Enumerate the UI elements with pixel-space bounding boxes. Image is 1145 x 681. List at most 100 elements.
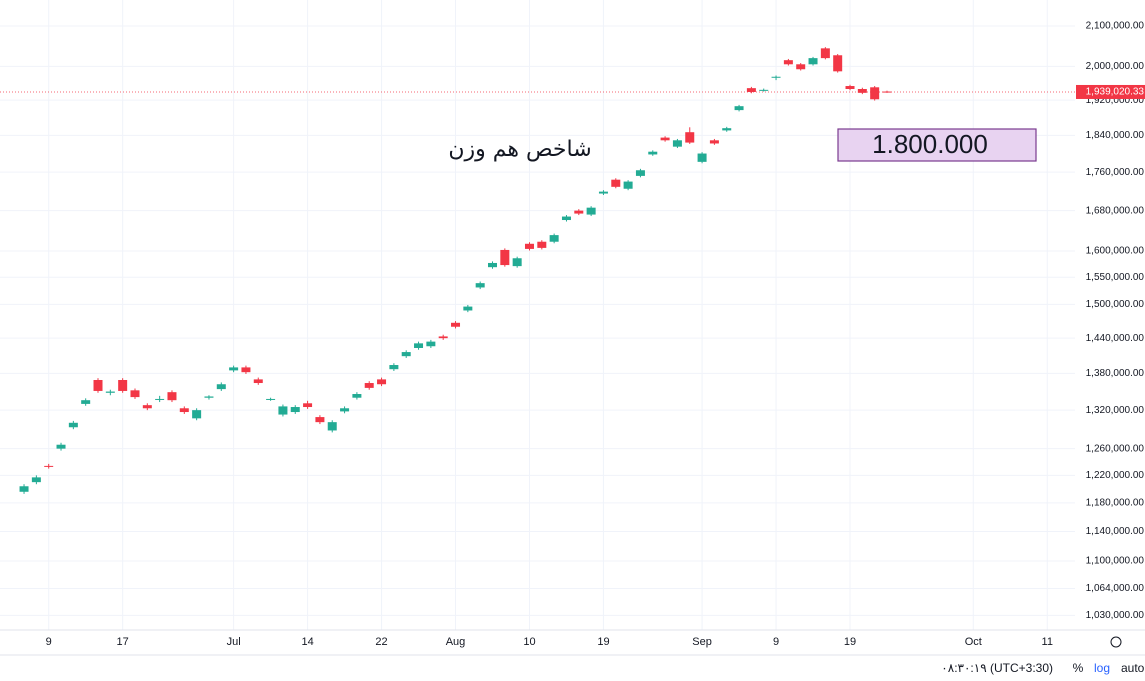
- candle-body: [685, 132, 695, 143]
- candle-body: [808, 58, 818, 65]
- candle-body: [623, 181, 633, 189]
- candle-body: [44, 465, 54, 467]
- candle-body: [438, 336, 448, 339]
- candle-body: [81, 400, 91, 404]
- candle-body: [537, 241, 547, 248]
- y-tick-label: 1,380,000.00: [1086, 368, 1145, 379]
- x-tick-label: 9: [773, 636, 779, 648]
- x-tick-label: Jul: [227, 636, 241, 648]
- candle-body: [820, 48, 830, 59]
- last-price-tag: [1076, 84, 1145, 99]
- x-tick-label: 14: [301, 636, 313, 648]
- candle-body: [352, 394, 362, 398]
- candle-body: [118, 379, 128, 391]
- y-tick-label: 2,100,000.00: [1086, 21, 1145, 32]
- candle-body: [598, 191, 608, 194]
- candle-body: [278, 406, 288, 415]
- candle-body: [426, 341, 436, 347]
- candle-body: [204, 396, 214, 398]
- candle-body: [635, 170, 645, 176]
- x-tick-label: 19: [844, 636, 856, 648]
- candle-body: [611, 179, 621, 187]
- candle-body: [216, 384, 226, 390]
- y-tick-label: 1,920,000.00: [1086, 95, 1145, 106]
- candle-body: [574, 210, 584, 214]
- x-tick-label: Aug: [446, 636, 466, 648]
- candle-body: [722, 128, 732, 131]
- settings-icon[interactable]: [1110, 636, 1122, 648]
- candle-body: [857, 89, 867, 93]
- x-tick-label: 22: [375, 636, 387, 648]
- y-tick-label: 1,064,000.00: [1086, 583, 1145, 594]
- candle-body: [524, 243, 534, 249]
- candle-body: [463, 306, 473, 311]
- candle-body: [475, 283, 485, 288]
- candle-body: [68, 422, 78, 428]
- candle-body: [771, 76, 781, 78]
- candle-body: [179, 408, 189, 413]
- candle-body: [253, 379, 263, 384]
- y-tick-label: 1,220,000.00: [1086, 470, 1145, 481]
- candle-body: [241, 367, 251, 373]
- candle-body: [266, 398, 276, 400]
- candle-body: [56, 444, 66, 449]
- candle-body: [315, 417, 325, 423]
- y-tick-label: 1,140,000.00: [1086, 526, 1145, 537]
- candle-body: [290, 407, 300, 413]
- annotation-value: 1.800.000: [872, 129, 988, 159]
- x-tick-label: Oct: [965, 636, 982, 648]
- candle-body: [500, 249, 510, 266]
- percent-toggle[interactable]: %: [1073, 661, 1084, 675]
- candle-body: [401, 352, 411, 357]
- candle-body: [303, 403, 313, 408]
- y-tick-label: 1,550,000.00: [1086, 272, 1145, 283]
- y-tick-label: 2,000,000.00: [1086, 61, 1145, 72]
- candle-body: [648, 151, 658, 155]
- candle-body: [93, 379, 103, 391]
- y-tick-label: 1,030,000.00: [1086, 610, 1145, 621]
- candle-body: [389, 365, 399, 370]
- candle-body: [709, 140, 719, 144]
- y-tick-label: 1,440,000.00: [1086, 333, 1145, 344]
- y-tick-label: 1,840,000.00: [1086, 130, 1145, 141]
- y-tick-label: 1,680,000.00: [1086, 205, 1145, 216]
- candle-body: [870, 87, 880, 100]
- candles: [19, 47, 892, 494]
- candle-body: [340, 408, 350, 412]
- annotation-box: [837, 128, 1037, 162]
- y-tick-label: 1,600,000.00: [1086, 246, 1145, 257]
- x-tick-label: 19: [597, 636, 609, 648]
- candle-body: [105, 391, 115, 393]
- candle-body: [796, 64, 806, 70]
- candle-body: [451, 322, 461, 327]
- x-tick-label: 9: [46, 636, 52, 648]
- candle-body: [697, 153, 707, 162]
- candle-body: [833, 55, 843, 72]
- timezone[interactable]: ٠٨:٣٠:١٩ (UTC+3:30): [941, 661, 1053, 675]
- candle-body: [229, 367, 239, 371]
- last-price-label: 1,939,020.33: [1086, 87, 1145, 98]
- x-tick-label: Sep: [692, 636, 712, 648]
- candle-body: [19, 486, 29, 492]
- auto-toggle[interactable]: auto: [1121, 661, 1145, 675]
- candle-body: [882, 91, 892, 93]
- candle-body: [746, 88, 756, 92]
- candle-body: [512, 258, 522, 267]
- candle-body: [586, 207, 596, 215]
- candle-body: [549, 235, 559, 242]
- log-toggle[interactable]: log: [1094, 661, 1110, 675]
- candle-body: [783, 60, 793, 65]
- candle-body: [364, 383, 374, 388]
- candle-body: [155, 398, 165, 400]
- candle-body: [327, 422, 337, 431]
- candle-body: [142, 405, 152, 409]
- candle-body: [672, 140, 682, 147]
- candle-body: [759, 89, 769, 91]
- candle-body: [167, 392, 177, 401]
- y-tick-label: 1,100,000.00: [1086, 556, 1145, 567]
- candle-body: [734, 106, 744, 111]
- candle-body: [377, 379, 387, 385]
- y-tick-label: 1,260,000.00: [1086, 443, 1145, 454]
